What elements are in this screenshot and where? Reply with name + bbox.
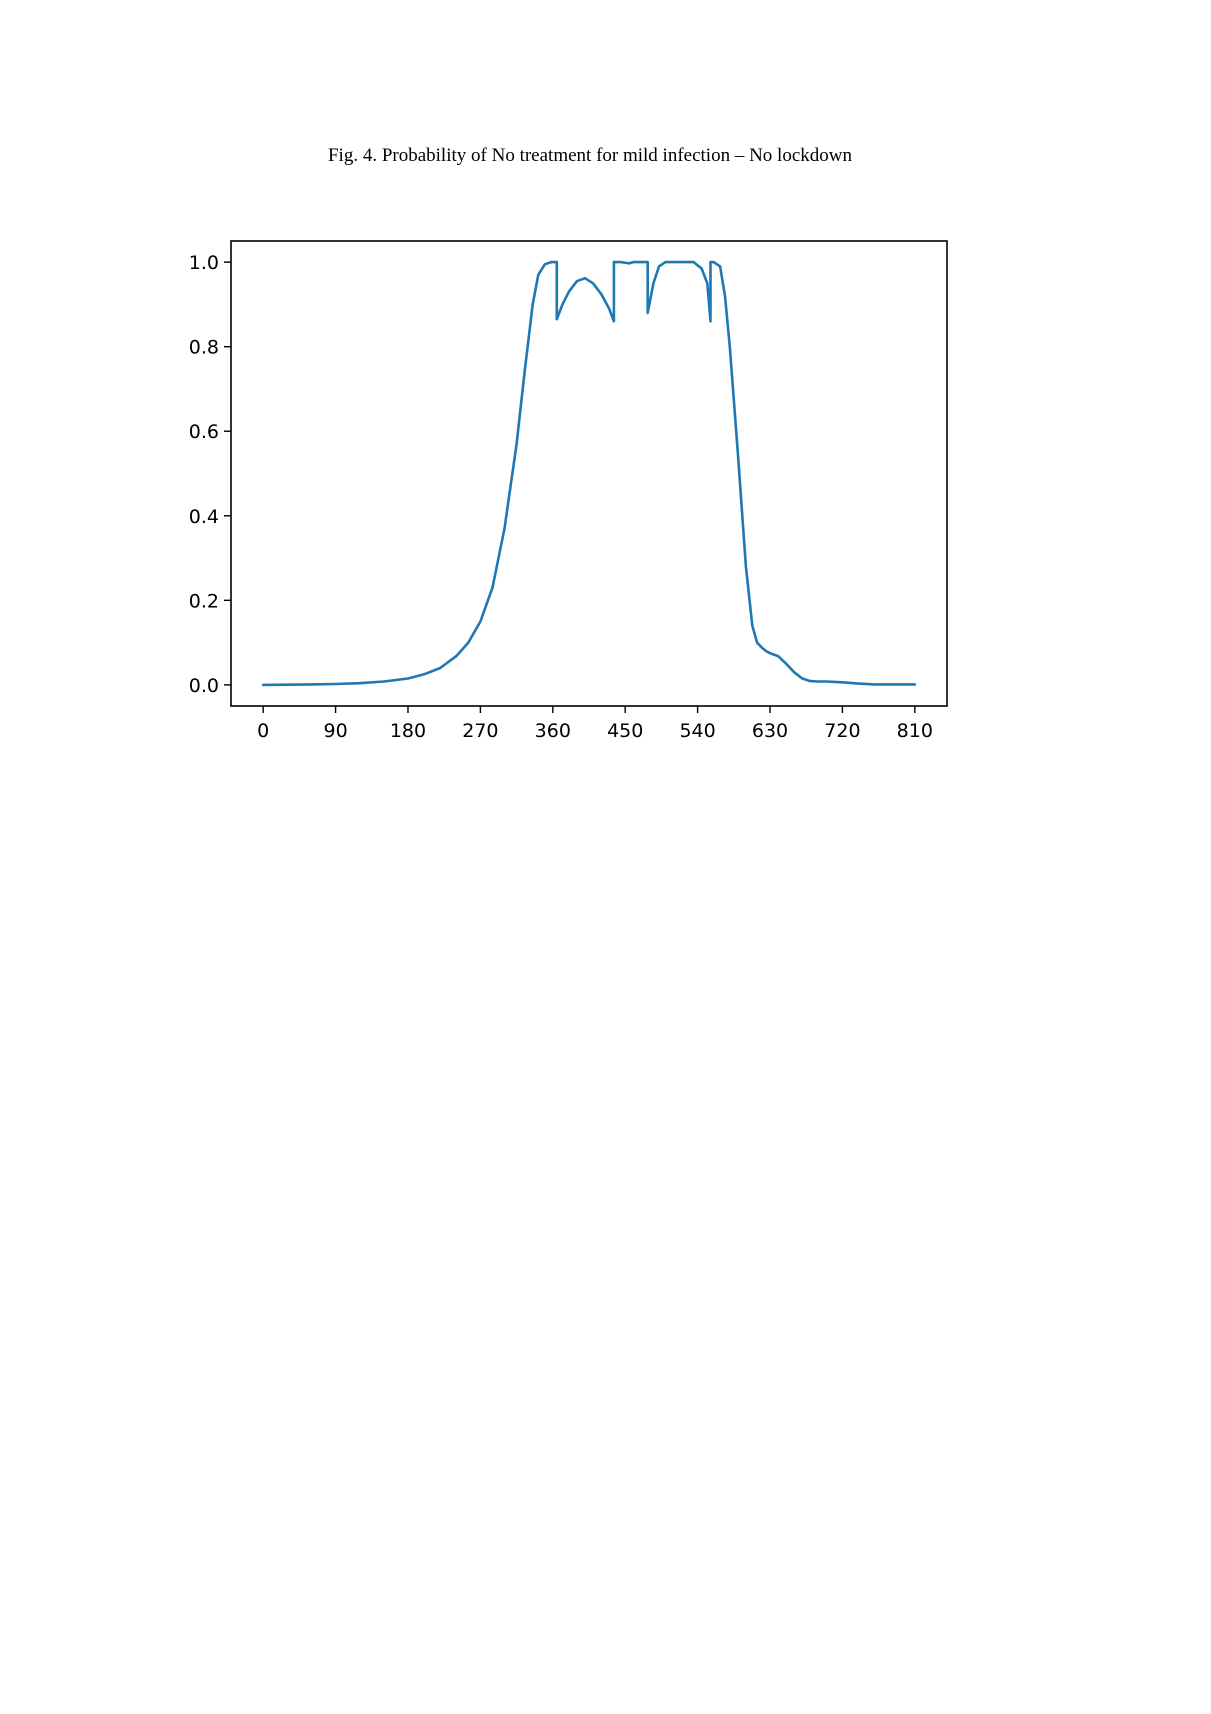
x-tick-label: 90	[323, 720, 347, 742]
y-tick-label: 0.8	[189, 337, 219, 359]
y-tick-label: 0.0	[189, 675, 219, 697]
x-tick-label: 630	[752, 720, 788, 742]
y-tick-label: 0.4	[189, 506, 219, 528]
line-chart: 0.0 0.2 0.4 0.6 0.8 1.0 0 90 180 270 360 450 540 630…	[189, 240, 948, 742]
x-tick-label: 720	[824, 720, 860, 742]
y-axis: 0.0 0.2 0.4 0.6 0.8 1.0	[189, 252, 231, 697]
x-tick-label: 450	[607, 720, 643, 742]
x-tick-label: 360	[535, 720, 571, 742]
axes-frame	[230, 240, 948, 707]
x-tick-label: 540	[679, 720, 715, 742]
x-axis: 0 90 180 270 360 450 540 630 720 810	[257, 706, 933, 742]
y-tick-label: 0.6	[189, 421, 219, 443]
plot-area	[261, 260, 917, 687]
x-tick-label: 0	[257, 720, 269, 742]
figure-caption: Fig. 4. Probability of No treatment for …	[327, 145, 852, 166]
x-tick-label: 180	[390, 720, 426, 742]
y-tick-label: 0.2	[189, 590, 219, 612]
x-tick-label: 270	[462, 720, 498, 742]
x-tick-label: 810	[897, 720, 933, 742]
series-line-0	[261, 260, 917, 687]
y-tick-label: 1.0	[189, 252, 219, 274]
